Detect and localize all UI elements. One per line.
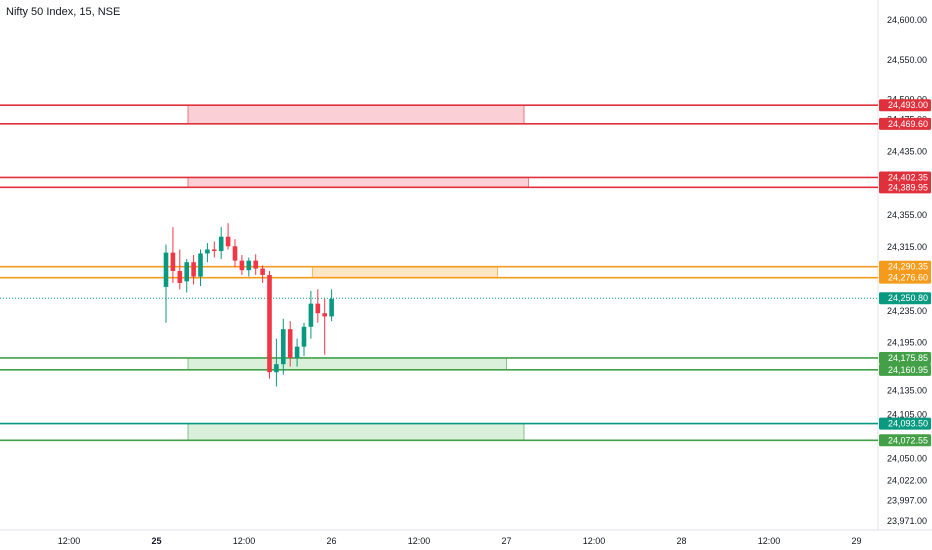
candle-body (260, 268, 265, 275)
zone-box (187, 423, 525, 441)
candle-body (218, 236, 224, 252)
candle-body (170, 252, 176, 271)
y-tick-label: 24,355.00 (887, 210, 927, 220)
level-label: 24,290.35 (888, 262, 928, 272)
candle-body (184, 262, 189, 282)
level-label-bg (879, 417, 931, 430)
zone-box (187, 177, 529, 188)
y-tick-label: 24,235.00 (887, 306, 927, 316)
zone-box (187, 357, 507, 371)
x-tick-label: 12:00 (408, 536, 431, 546)
y-tick-label: 24,315.00 (887, 242, 927, 252)
candle-body (322, 313, 327, 317)
y-tick-label: 24,135.00 (887, 386, 927, 396)
candle-body (198, 253, 203, 277)
x-tick-label: 12:00 (583, 536, 606, 546)
candle-body (294, 346, 300, 358)
level-label: 24,072.55 (888, 435, 928, 445)
y-tick-label: 24,105.00 (887, 409, 927, 419)
chart-title: Nifty 50 Index, 15, NSE (6, 6, 121, 18)
level-label-bg (879, 99, 931, 112)
zone-box (187, 104, 525, 125)
y-tick-label: 23,971.00 (887, 516, 927, 526)
level-label: 24,389.95 (888, 182, 928, 192)
candle-body (253, 260, 258, 269)
x-tick-label: 12:00 (58, 536, 81, 546)
candle-body (315, 303, 321, 314)
candle-body (301, 326, 307, 347)
x-tick-label: 12:00 (758, 536, 781, 546)
last-price-label: 24,250.80 (888, 293, 928, 303)
level-label-bg (879, 171, 931, 184)
level-label: 24,175.85 (888, 353, 928, 363)
level-label-bg (879, 351, 931, 364)
level-label: 24,493.00 (888, 100, 928, 110)
last-price-label-bg (879, 292, 931, 305)
candle-body (191, 262, 196, 277)
zone-box (311, 266, 499, 278)
level-label-bg (879, 181, 931, 194)
candle-body (225, 236, 231, 247)
level-label-bg (879, 363, 931, 376)
candle-body (212, 249, 217, 252)
candle-body (205, 249, 210, 254)
candle-body (281, 329, 286, 365)
level-label: 24,276.60 (888, 273, 928, 283)
level-label-bg (879, 260, 931, 273)
level-label-bg (879, 434, 931, 447)
level-label-bg (879, 117, 931, 130)
level-label: 24,160.95 (888, 365, 928, 375)
y-tick-label: 24,600.00 (887, 15, 927, 25)
candle-body (329, 298, 334, 317)
x-tick-label: 29 (851, 536, 861, 546)
level-label: 24,402.35 (888, 172, 928, 182)
level-label: 24,093.50 (888, 419, 928, 429)
candle-body (232, 246, 238, 261)
y-tick-label: 24,435.00 (887, 146, 927, 156)
x-tick-label: 25 (151, 536, 161, 546)
y-tick-label: 24,022.00 (887, 476, 927, 486)
y-tick-label: 24,550.00 (887, 55, 927, 65)
candle-body (308, 303, 314, 327)
x-tick-label: 12:00 (233, 536, 256, 546)
level-label-bg (879, 271, 931, 284)
x-tick-label: 26 (326, 536, 336, 546)
y-tick-label: 24,195.00 (887, 338, 927, 348)
candle-body (246, 260, 252, 271)
candle-body (177, 270, 183, 283)
level-label: 24,469.60 (888, 119, 928, 129)
x-tick-label: 28 (676, 536, 686, 546)
y-tick-label: 24,050.00 (887, 453, 927, 463)
y-tick-label: 23,997.00 (887, 496, 927, 506)
candle-body (163, 252, 169, 287)
candle-body (274, 364, 279, 373)
candle-body (267, 274, 272, 373)
candle-body (287, 329, 293, 358)
x-tick-label: 27 (501, 536, 511, 546)
candle-body (239, 260, 245, 271)
